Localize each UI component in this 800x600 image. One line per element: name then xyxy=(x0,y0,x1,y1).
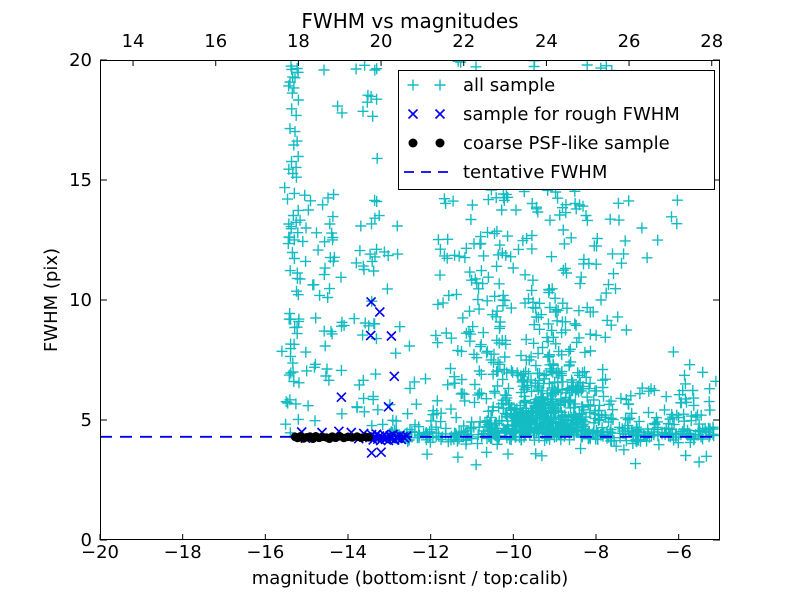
legend-plus-icon xyxy=(434,79,446,91)
x-tick-label-bottom: −8 xyxy=(583,542,610,563)
legend-x-icon xyxy=(434,108,446,120)
x-tick-label-top: 24 xyxy=(535,31,558,52)
x-tick-label-top: 16 xyxy=(204,31,227,52)
y-tick-label: 0 xyxy=(81,530,92,551)
psf-like-marker xyxy=(364,433,374,442)
legend-dot-icon xyxy=(435,138,445,148)
x-tick-label-top: 14 xyxy=(122,31,145,52)
x-tick-label-top: 18 xyxy=(287,31,310,52)
legend-dot-icon xyxy=(408,138,418,148)
series-psf-like xyxy=(290,432,374,444)
y-tick-label: 20 xyxy=(69,50,92,71)
y-tick-label: 10 xyxy=(69,290,92,311)
x-tick-label-bottom: −14 xyxy=(329,542,367,563)
chart-title: FWHM vs magnitudes xyxy=(301,9,518,33)
axes-ticks: −20 −18 −16 −14 −12 −10 −8 −6 14 16 18 20 22 24 26 28 0 5… xyxy=(69,31,723,563)
x-tick-label-top: 28 xyxy=(700,31,723,52)
x-tick-label-bottom: −10 xyxy=(494,542,532,563)
legend: all sample sample for rough FWHM coarse PS… xyxy=(398,70,715,190)
x-tick-label-bottom: −16 xyxy=(246,542,284,563)
x-tick-label-bottom: −18 xyxy=(164,542,202,563)
x-tick-label-bottom: −12 xyxy=(412,542,450,563)
legend-label: coarse PSF-like sample xyxy=(463,133,670,154)
x-tick-label-top: 20 xyxy=(370,31,393,52)
series-all-sample xyxy=(276,60,720,471)
legend-label: sample for rough FWHM xyxy=(463,104,680,125)
plot-area: −20 −18 −16 −14 −12 −10 −8 −6 14 16 18 20 22 24 26 28 0 5… xyxy=(69,31,723,563)
all-sample-markers xyxy=(276,60,720,471)
legend-box xyxy=(398,70,715,190)
x-axis-label: magnitude (bottom:isnt / top:calib) xyxy=(252,568,569,589)
x-tick-label-bottom: −6 xyxy=(665,542,692,563)
x-tick-label-bottom: −20 xyxy=(81,542,119,563)
x-tick-label-top: 22 xyxy=(452,31,475,52)
legend-plus-icon xyxy=(407,79,419,91)
x-tick-label-top: 26 xyxy=(618,31,641,52)
y-tick-label: 5 xyxy=(81,410,92,431)
y-axis-label: FWHM (pix) xyxy=(41,248,62,352)
legend-label: tentative FWHM xyxy=(463,162,607,183)
legend-label: all sample xyxy=(463,75,555,96)
legend-x-icon xyxy=(407,108,419,120)
y-tick-label: 15 xyxy=(69,170,92,191)
